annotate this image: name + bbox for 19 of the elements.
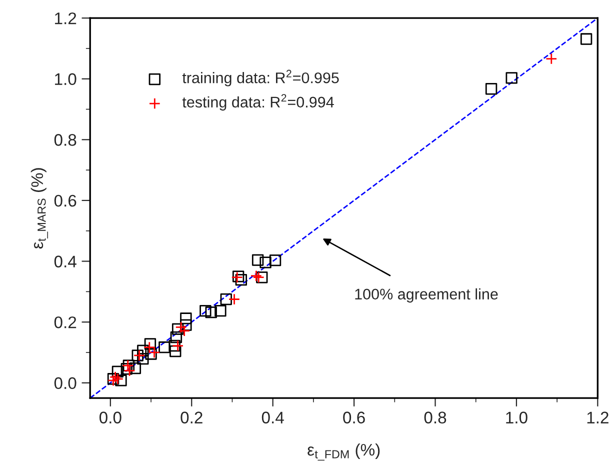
x-tick-label: 0.0 [99,412,122,424]
x-tick-label: 0.6 [343,412,365,424]
x-tick-label: 1.0 [506,412,528,424]
x-tick-label: 1.2 [587,412,608,424]
y-tick-label: 0.4 [54,256,76,268]
x-tick-label: 0.4 [262,412,284,424]
y-axis-title: ε$_{t_MARS}$ (%) [30,168,48,249]
y-tick-label: 0.8 [54,134,76,146]
y-tick-label: 1.0 [55,73,76,86]
y-tick-label: 0.6 [54,194,76,207]
x-axis-title: ε$_{t_FDM}$ (%) [308,443,380,461]
legend-label: training data: R$^{2}$=0.995 [182,70,339,86]
x-tick-label: 0.2 [180,412,202,424]
y-tick-label: 0.2 [54,316,76,328]
legend-label: testing data: R$^{2}$=0.994 [182,94,334,111]
y-tick-label: 0.0 [54,377,76,390]
annotation: 100% agreement line [355,288,498,303]
x-tick-label: 0.8 [424,412,446,424]
y-tick-label: 1.2 [55,12,76,24]
